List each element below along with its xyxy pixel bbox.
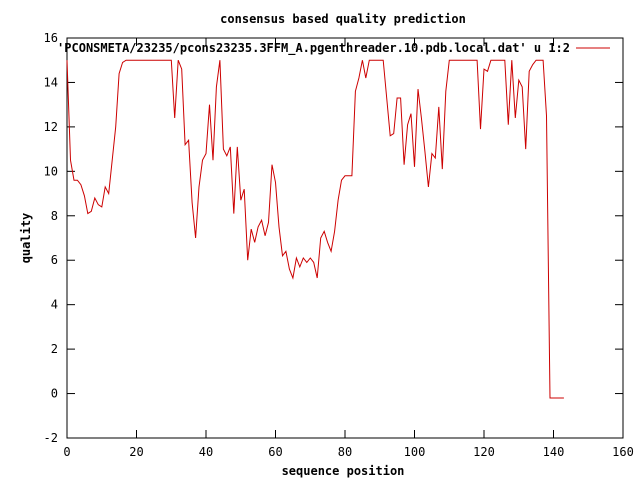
- legend: 'PCONSMETA/23235/pcons23235.3FFM_A.pgent…: [57, 41, 610, 56]
- y-tick-label: 8: [51, 209, 58, 223]
- x-tick-label: 40: [199, 445, 213, 459]
- y-tick-label: 16: [44, 31, 58, 45]
- y-axis-label: quality: [19, 213, 33, 264]
- x-axis: 0 20 40 60 80 100 120 140 160: [63, 38, 634, 459]
- y-tick-label: -2: [44, 431, 58, 445]
- y-tick-label: 6: [51, 253, 58, 267]
- x-tick-label: 20: [129, 445, 143, 459]
- y-tick-label: 12: [44, 120, 58, 134]
- x-tick-label: 60: [268, 445, 282, 459]
- x-tick-label: 0: [63, 445, 70, 459]
- x-tick-label: 120: [473, 445, 495, 459]
- y-axis: -2 0 2 4 6 8 10 12 14 16: [44, 31, 623, 445]
- chart-title: consensus based quality prediction: [220, 12, 466, 26]
- legend-label: 'PCONSMETA/23235/pcons23235.3FFM_A.pgent…: [57, 41, 570, 56]
- y-tick-label: 10: [44, 164, 58, 178]
- y-tick-label: 0: [51, 387, 58, 401]
- y-tick-label: 14: [44, 75, 58, 89]
- x-tick-label: 160: [612, 445, 634, 459]
- y-tick-label: 2: [51, 342, 58, 356]
- y-tick-label: 4: [51, 298, 58, 312]
- x-tick-label: 80: [338, 445, 352, 459]
- x-tick-label: 140: [543, 445, 565, 459]
- series-line: [66, 59, 564, 399]
- x-axis-label: sequence position: [282, 464, 405, 478]
- x-tick-label: 100: [404, 445, 426, 459]
